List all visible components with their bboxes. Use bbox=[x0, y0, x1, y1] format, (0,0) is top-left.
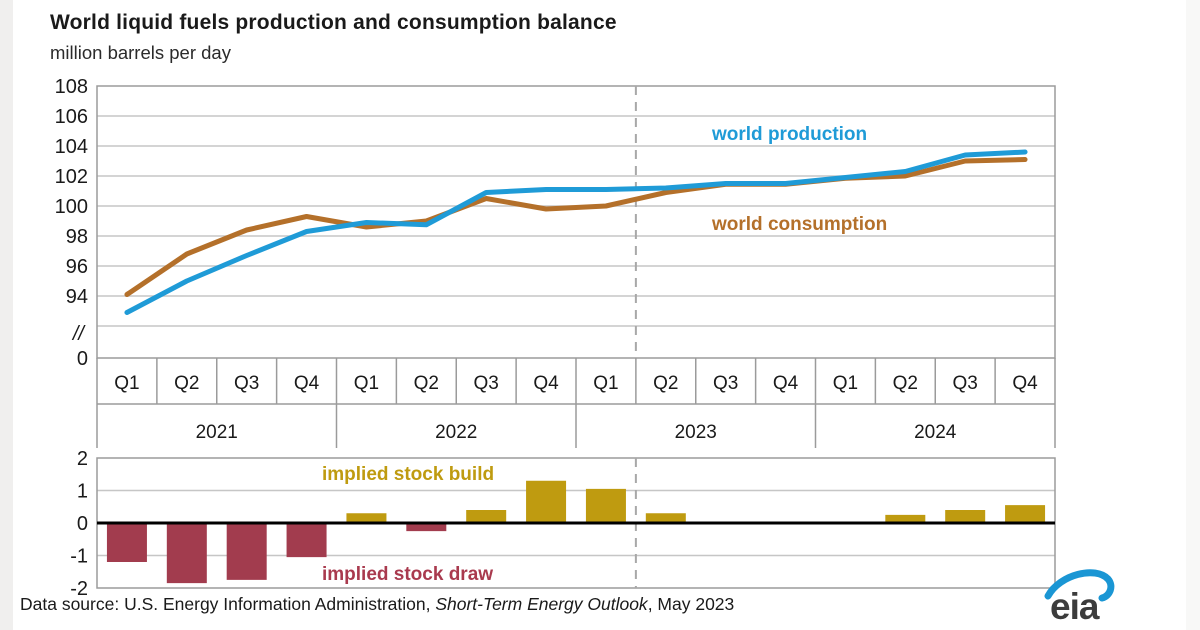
year-label: 2023 bbox=[675, 422, 717, 443]
stock-draw-bar bbox=[286, 523, 327, 558]
stock-build-bar bbox=[526, 480, 567, 523]
svg-text:106: 106 bbox=[55, 106, 88, 128]
stock-draw-label: implied stock draw bbox=[322, 564, 494, 585]
stock-build-bar bbox=[346, 513, 387, 523]
implied-stock-chart: 2 1 0 -1 -2 bbox=[70, 448, 1056, 600]
eia-logo: eia bbox=[1044, 566, 1120, 627]
data-source: Data source: U.S. Energy Information Adm… bbox=[20, 594, 734, 615]
stock-build-bar bbox=[585, 488, 626, 523]
top-gridlines bbox=[97, 115, 1055, 327]
page-edge-left bbox=[0, 0, 13, 630]
svg-text:2: 2 bbox=[77, 448, 88, 470]
eia-logo-text: eia bbox=[1050, 586, 1099, 627]
top-y-axis-labels: 108 106 104 102 100 98 96 94 // 0 bbox=[55, 76, 88, 370]
implied-stock-bars bbox=[106, 480, 1046, 584]
eia-swoosh-icon bbox=[1044, 569, 1115, 602]
svg-text:0: 0 bbox=[77, 348, 88, 370]
chart-title: World liquid fuels production and consum… bbox=[50, 11, 617, 34]
svg-text:108: 108 bbox=[55, 76, 88, 98]
year-label: 2024 bbox=[914, 422, 957, 443]
stock-build-bar bbox=[466, 510, 507, 523]
stock-build-bar bbox=[945, 510, 986, 523]
svg-text:98: 98 bbox=[66, 226, 88, 248]
stock-draw-bar bbox=[166, 523, 207, 584]
bar-y-axis-labels: 2 1 0 -1 -2 bbox=[70, 448, 88, 600]
stock-build-bar bbox=[885, 514, 926, 523]
stock-draw-bar bbox=[106, 523, 147, 562]
quarter-label: Q3 bbox=[474, 373, 499, 394]
top-chart-frame bbox=[96, 85, 1056, 359]
data-source-publication: Short-Term Energy Outlook bbox=[435, 594, 648, 614]
quarter-label: Q2 bbox=[893, 373, 918, 394]
svg-text:96: 96 bbox=[66, 256, 88, 278]
svg-text:104: 104 bbox=[55, 136, 88, 158]
svg-text:0: 0 bbox=[77, 513, 88, 535]
production-consumption-chart: 108 106 104 102 100 98 96 94 // 0 Q1 Q2 Q3 Q4 Q1 Q2 Q3 Q4… bbox=[55, 76, 1056, 448]
consumption-series-label: world consumption bbox=[712, 214, 888, 235]
quarter-label: Q4 bbox=[773, 373, 799, 394]
world-production-line bbox=[124, 149, 1028, 315]
svg-text:-1: -1 bbox=[70, 546, 88, 568]
year-label: 2021 bbox=[196, 422, 238, 443]
svg-text:94: 94 bbox=[66, 286, 88, 308]
chart-subtitle: million barrels per day bbox=[50, 42, 231, 63]
data-source-prefix: Data source: U.S. Energy Information Adm… bbox=[20, 594, 436, 614]
quarter-label: Q4 bbox=[533, 373, 559, 394]
axis-break-marker: // bbox=[71, 323, 87, 345]
quarter-label: Q2 bbox=[174, 373, 199, 394]
quarter-label: Q1 bbox=[354, 373, 379, 394]
quarter-label: Q2 bbox=[653, 373, 678, 394]
svg-text:102: 102 bbox=[55, 166, 88, 188]
stock-build-bar bbox=[1005, 505, 1046, 523]
page-edge-right bbox=[1186, 0, 1200, 630]
x-axis: Q1 Q2 Q3 Q4 Q1 Q2 Q3 Q4 Q1 Q2 Q3 Q4 Q1 Q2 Q3 Q4 2021 2022… bbox=[96, 358, 1056, 448]
year-label: 2022 bbox=[435, 422, 477, 443]
quarter-label: Q4 bbox=[1012, 373, 1038, 394]
stock-build-bar bbox=[645, 513, 686, 523]
quarter-label: Q4 bbox=[294, 373, 320, 394]
production-series-label: world production bbox=[712, 124, 868, 145]
quarter-label: Q3 bbox=[953, 373, 978, 394]
quarter-label: Q1 bbox=[114, 373, 139, 394]
data-source-suffix: , May 2023 bbox=[647, 594, 735, 614]
stock-draw-bar bbox=[226, 523, 267, 580]
quarter-label: Q1 bbox=[833, 373, 858, 394]
quarter-label: Q2 bbox=[414, 373, 439, 394]
quarter-label: Q3 bbox=[713, 373, 738, 394]
quarter-label: Q1 bbox=[593, 373, 618, 394]
world-consumption-line bbox=[124, 157, 1028, 297]
stock-build-label: implied stock build bbox=[322, 464, 495, 485]
svg-text:-2: -2 bbox=[70, 578, 88, 600]
quarter-label: Q3 bbox=[234, 373, 259, 394]
stock-draw-bar bbox=[406, 523, 447, 532]
svg-text:1: 1 bbox=[77, 481, 88, 503]
svg-text:100: 100 bbox=[55, 196, 88, 218]
